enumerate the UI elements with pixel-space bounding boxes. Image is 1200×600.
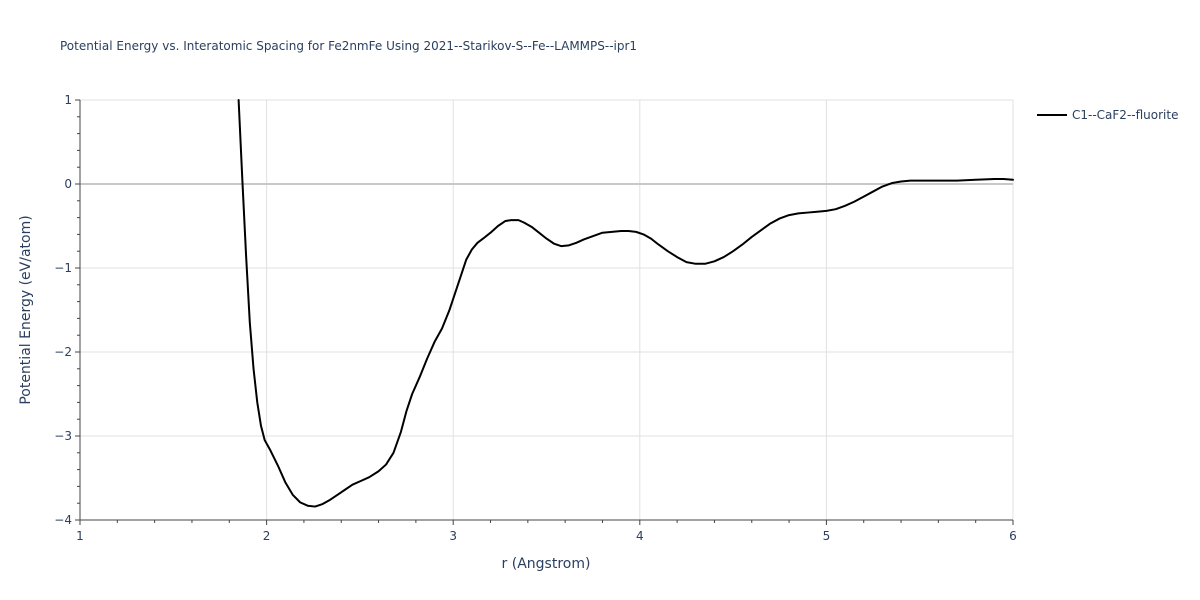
x-tick-label: 2 — [263, 529, 271, 543]
y-tick-label: −4 — [54, 513, 72, 527]
x-ticks: 1 2 3 4 5 6 — [76, 520, 1017, 543]
y-axis-label: Potential Energy (eV/atom) — [18, 215, 34, 404]
series-group — [237, 99, 1014, 508]
x-tick-label: 5 — [823, 529, 831, 543]
grid — [80, 99, 1014, 520]
legend[interactable]: C1--CaF2--fluorite — [1037, 108, 1178, 122]
y-tick-label: −3 — [54, 429, 72, 443]
x-tick-label: 4 — [636, 529, 644, 543]
y-tick-label: 1 — [64, 93, 72, 107]
y-tick-label: −1 — [54, 261, 72, 275]
axes — [79, 100, 1013, 521]
x-tick-label: 1 — [76, 529, 84, 543]
x-axis-label: r (Angstrom) — [502, 556, 591, 572]
x-tick-label: 6 — [1009, 529, 1017, 543]
y-tick-label: −2 — [54, 345, 72, 359]
legend-entry-label: C1--CaF2--fluorite — [1072, 108, 1178, 122]
y-tick-label: 0 — [64, 177, 72, 191]
x-tick-label: 3 — [449, 529, 457, 543]
chart-title: Potential Energy vs. Interatomic Spacing… — [60, 39, 637, 53]
series-line-0[interactable] — [237, 99, 1014, 508]
y-ticks: −4 −3 −2 −1 0 1 — [54, 93, 80, 527]
